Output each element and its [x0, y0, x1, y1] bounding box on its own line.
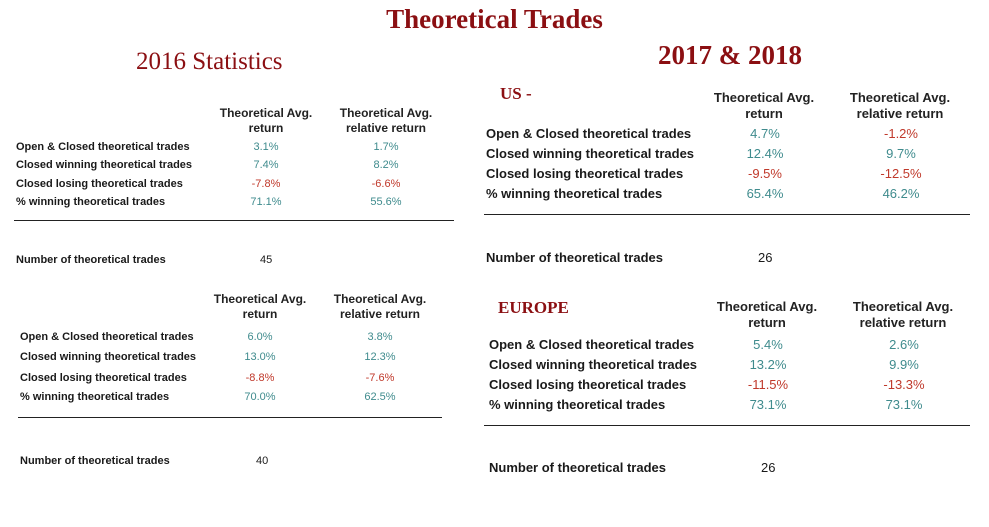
row-label: Closed losing theoretical trades	[16, 178, 183, 190]
header-avg-return: Theoretical Avg. return	[219, 106, 313, 135]
row-avg-value: -7.8%	[251, 178, 281, 190]
row-label: % winning theoretical trades	[486, 186, 663, 201]
row-rel-value: 9.7%	[886, 146, 916, 161]
header-relative-return: Theoretical Avg. relative return	[333, 292, 427, 321]
row-avg-value: 3.1%	[253, 141, 279, 153]
row-rel-value: 2.6%	[889, 337, 919, 352]
row-label: Closed winning theoretical trades	[489, 357, 698, 372]
row-rel-value: -13.3%	[883, 377, 925, 392]
row-avg-value: 65.4%	[746, 186, 784, 201]
row-avg-value: 73.1%	[749, 397, 787, 412]
row-rel-value: 9.9%	[889, 357, 919, 372]
row-avg-value: 71.1%	[250, 196, 282, 208]
row-rel-value: 12.3%	[364, 351, 396, 363]
row-label: Closed winning theoretical trades	[20, 351, 197, 363]
row-avg-value: 13.0%	[244, 351, 276, 363]
row-rel-value: 73.1%	[885, 397, 923, 412]
table-rule	[14, 220, 454, 221]
count-label: Number of theoretical trades	[20, 455, 170, 467]
row-rel-value: 46.2%	[882, 186, 920, 201]
page-title: Theoretical Trades	[386, 4, 603, 34]
table-rule	[484, 425, 970, 426]
count-label: Number of theoretical trades	[489, 460, 666, 475]
row-rel-value: 1.7%	[373, 141, 399, 153]
row-avg-value: 6.0%	[247, 331, 273, 343]
row-avg-value: -8.8%	[245, 372, 275, 384]
row-label: Closed winning theoretical trades	[16, 159, 193, 171]
count-label: Number of theoretical trades	[16, 254, 166, 266]
region-label-us: US -	[500, 84, 532, 103]
row-avg-value: -11.5%	[747, 377, 789, 392]
row-label: Open & Closed theoretical trades	[489, 337, 695, 352]
header-avg-return: Theoretical Avg. return	[713, 90, 815, 122]
row-rel-value: 55.6%	[370, 196, 402, 208]
count-value: 26	[758, 250, 773, 265]
row-label: Open & Closed theoretical trades	[16, 141, 190, 153]
header-relative-return: Theoretical Avg. relative return	[849, 90, 951, 122]
table-rule	[18, 417, 442, 418]
row-label: % winning theoretical trades	[20, 391, 170, 403]
count-value: 26	[761, 460, 776, 475]
row-rel-value: 3.8%	[367, 331, 393, 343]
subtitle-2017-2018: 2017 & 2018	[658, 40, 802, 70]
row-label: % winning theoretical trades	[16, 196, 166, 208]
row-rel-value: 8.2%	[373, 159, 399, 171]
row-rel-value: -12.5%	[880, 166, 922, 181]
row-label: Closed losing theoretical trades	[489, 377, 687, 392]
subtitle-2016: 2016 Statistics	[136, 48, 283, 75]
row-avg-value: 12.4%	[746, 146, 784, 161]
row-avg-value: 5.4%	[753, 337, 783, 352]
header-relative-return: Theoretical Avg. relative return	[852, 299, 954, 331]
header-avg-return: Theoretical Avg. return	[716, 299, 818, 331]
count-value: 40	[256, 455, 269, 467]
row-rel-value: -7.6%	[365, 372, 395, 384]
row-label: % winning theoretical trades	[489, 397, 666, 412]
row-avg-value: 13.2%	[749, 357, 787, 372]
row-avg-value: 7.4%	[253, 159, 279, 171]
row-rel-value: -1.2%	[884, 126, 918, 141]
row-rel-value: -6.6%	[371, 178, 401, 190]
row-label: Closed losing theoretical trades	[20, 372, 187, 384]
count-label: Number of theoretical trades	[486, 250, 663, 265]
row-label: Closed winning theoretical trades	[486, 146, 695, 161]
row-avg-value: 70.0%	[244, 391, 276, 403]
row-avg-value: 4.7%	[750, 126, 780, 141]
region-label-europe: EUROPE	[498, 298, 569, 317]
row-label: Closed losing theoretical trades	[486, 166, 684, 181]
row-label: Open & Closed theoretical trades	[486, 126, 692, 141]
row-avg-value: -9.5%	[748, 166, 782, 181]
count-value: 45	[260, 254, 273, 266]
row-label: Open & Closed theoretical trades	[20, 331, 194, 343]
header-relative-return: Theoretical Avg. relative return	[339, 106, 433, 135]
header-avg-return: Theoretical Avg. return	[213, 292, 307, 321]
row-rel-value: 62.5%	[364, 391, 396, 403]
table-rule	[484, 214, 970, 215]
